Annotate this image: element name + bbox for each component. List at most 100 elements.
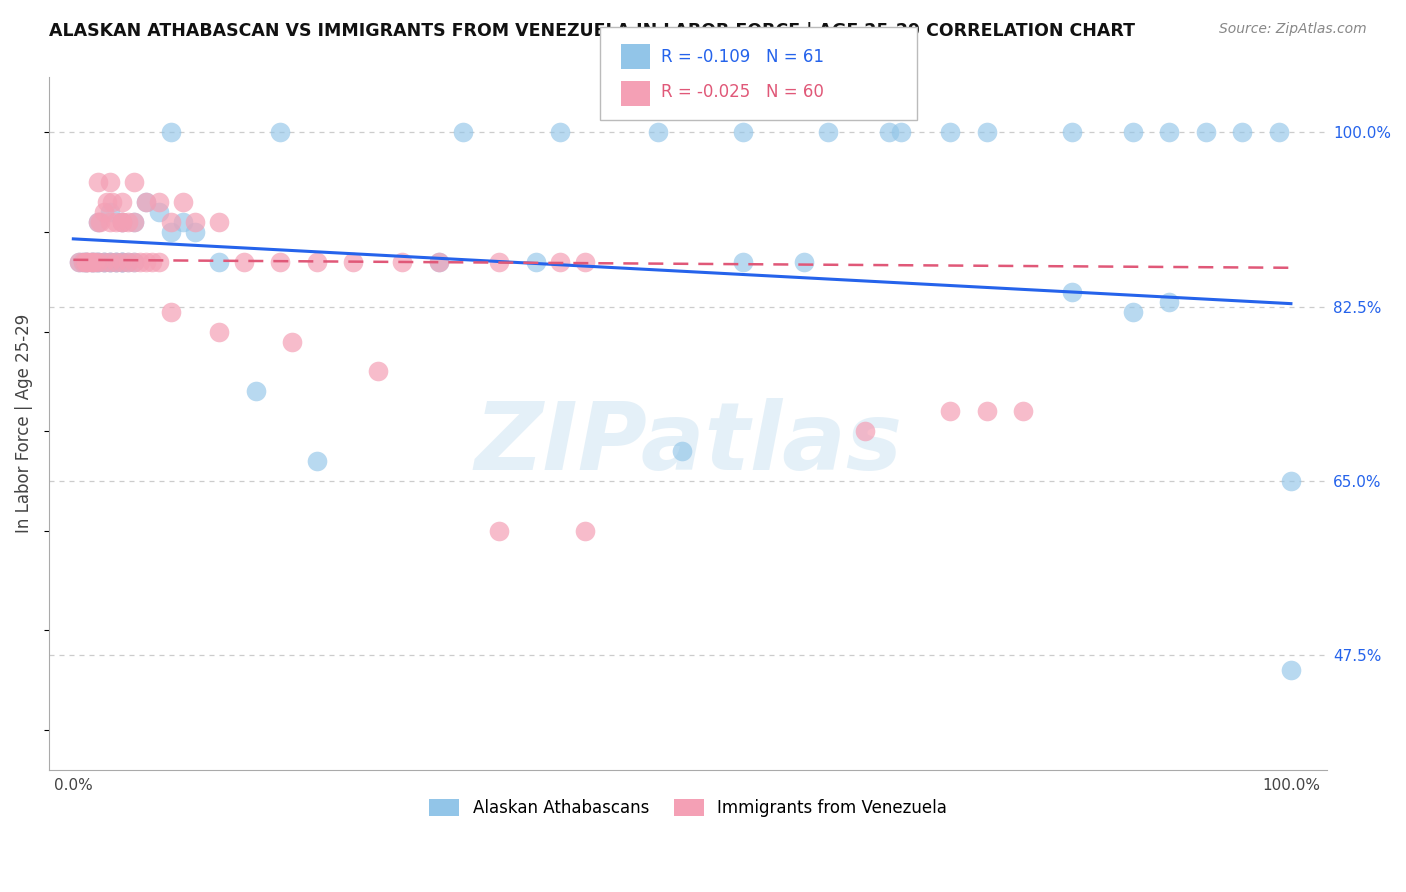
Point	[129, 254, 152, 268]
Y-axis label: In Labor Force | Age 25-29: In Labor Force | Age 25-29	[15, 314, 32, 533]
Point	[93, 254, 115, 268]
Point	[1195, 125, 1218, 139]
Point	[671, 444, 693, 458]
Point	[98, 254, 121, 268]
Point	[976, 125, 998, 139]
Point	[111, 215, 134, 229]
Point	[135, 194, 157, 209]
Point	[731, 254, 754, 268]
Point	[101, 194, 124, 209]
Point	[111, 215, 134, 229]
Point	[80, 254, 103, 268]
Point	[72, 254, 94, 268]
Point	[939, 125, 962, 139]
Point	[208, 325, 231, 339]
Point	[159, 125, 181, 139]
Point	[86, 254, 108, 268]
Point	[75, 254, 97, 268]
Point	[84, 254, 107, 268]
Point	[159, 225, 181, 239]
Point	[1267, 125, 1289, 139]
Point	[86, 215, 108, 229]
Point	[269, 254, 291, 268]
Point	[305, 454, 328, 468]
Point	[877, 125, 900, 139]
Point	[80, 254, 103, 268]
Point	[93, 254, 115, 268]
Point	[104, 215, 127, 229]
Point	[117, 254, 139, 268]
Point	[793, 254, 815, 268]
Point	[98, 175, 121, 189]
Point	[86, 254, 108, 268]
Point	[111, 254, 134, 268]
Point	[890, 125, 912, 139]
Point	[305, 254, 328, 268]
Point	[93, 254, 115, 268]
Point	[117, 215, 139, 229]
Point	[976, 404, 998, 418]
Legend: Alaskan Athabascans, Immigrants from Venezuela: Alaskan Athabascans, Immigrants from Ven…	[423, 792, 953, 824]
Point	[853, 424, 876, 438]
Point	[1159, 294, 1181, 309]
Point	[89, 215, 111, 229]
Point	[939, 404, 962, 418]
Point	[245, 384, 267, 399]
Point	[111, 254, 134, 268]
Point	[117, 254, 139, 268]
Point	[93, 205, 115, 219]
Text: Source: ZipAtlas.com: Source: ZipAtlas.com	[1219, 22, 1367, 37]
Point	[84, 254, 107, 268]
Point	[1060, 285, 1083, 299]
Point	[67, 254, 90, 268]
Point	[647, 125, 669, 139]
Point	[75, 254, 97, 268]
Point	[731, 125, 754, 139]
Point	[111, 254, 134, 268]
Point	[159, 215, 181, 229]
Point	[184, 215, 207, 229]
Point	[75, 254, 97, 268]
Point	[391, 254, 413, 268]
Point	[122, 215, 145, 229]
Point	[111, 194, 134, 209]
Point	[208, 254, 231, 268]
Point	[269, 125, 291, 139]
Point	[550, 125, 572, 139]
Point	[80, 254, 103, 268]
Point	[72, 254, 94, 268]
Point	[122, 215, 145, 229]
Point	[104, 254, 127, 268]
Point	[104, 254, 127, 268]
Point	[1279, 474, 1302, 488]
Point	[159, 304, 181, 318]
Point	[1060, 125, 1083, 139]
Point	[148, 194, 170, 209]
Point	[67, 254, 90, 268]
Point	[77, 254, 100, 268]
Point	[488, 254, 510, 268]
Point	[141, 254, 163, 268]
Point	[98, 215, 121, 229]
Point	[96, 194, 118, 209]
Point	[86, 254, 108, 268]
Point	[98, 205, 121, 219]
Point	[524, 254, 547, 268]
Point	[98, 254, 121, 268]
Point	[111, 215, 134, 229]
Point	[111, 254, 134, 268]
Point	[122, 175, 145, 189]
Point	[1122, 304, 1144, 318]
Point	[427, 254, 450, 268]
Point	[104, 254, 127, 268]
Point	[86, 175, 108, 189]
Point	[427, 254, 450, 268]
Point	[1159, 125, 1181, 139]
Point	[488, 524, 510, 538]
Point	[550, 254, 572, 268]
Point	[98, 254, 121, 268]
Point	[342, 254, 364, 268]
Point	[135, 254, 157, 268]
Point	[184, 225, 207, 239]
Point	[1232, 125, 1254, 139]
